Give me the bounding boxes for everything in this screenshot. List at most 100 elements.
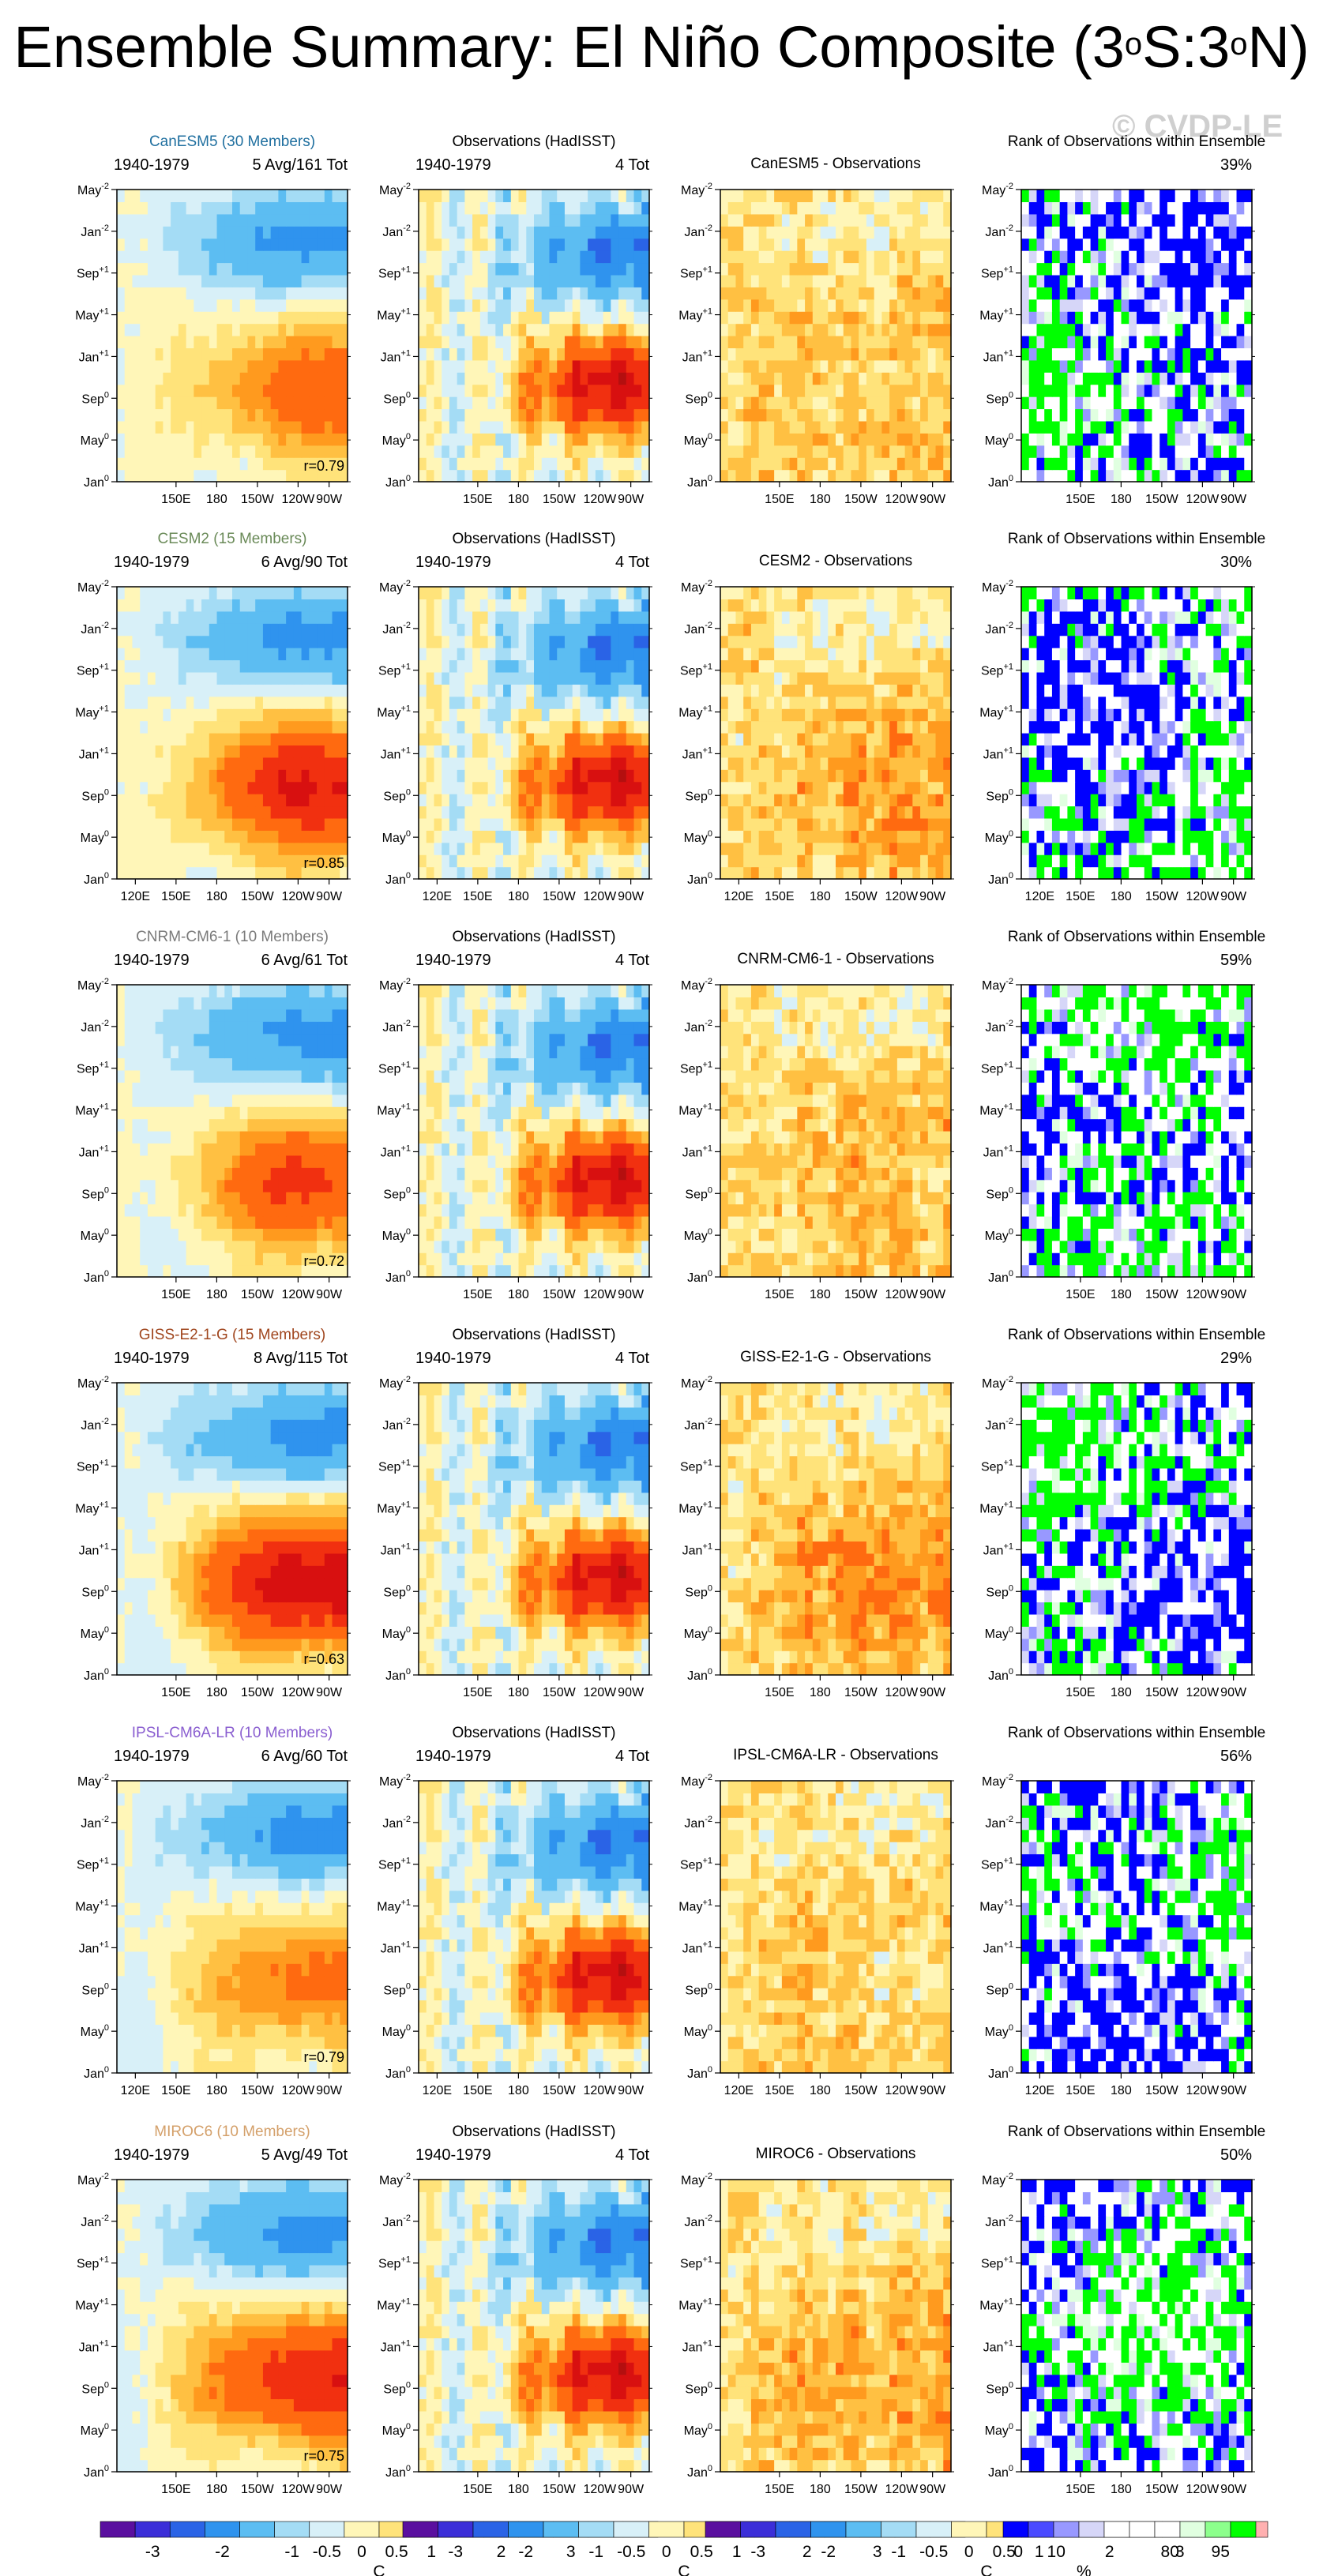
field-cell [843, 396, 852, 410]
field-cell [618, 384, 627, 397]
field-cell [487, 794, 496, 807]
field-cell [866, 842, 875, 855]
field-cell [641, 599, 650, 612]
field-cell [117, 830, 126, 843]
period-label: 1940-1979 [415, 554, 491, 571]
field-cell [633, 274, 642, 287]
field-cell [1152, 469, 1160, 483]
field-cell [457, 336, 465, 349]
field-cell [866, 420, 875, 434]
field-cell [479, 336, 489, 349]
field-cell [503, 250, 512, 264]
field-cell [727, 420, 737, 434]
field-cell [286, 190, 295, 203]
field-cell [472, 769, 481, 783]
field-cell [186, 299, 194, 312]
field-cell [309, 384, 318, 397]
field-cell [419, 262, 427, 276]
field-cell [618, 671, 627, 685]
field-cell [457, 671, 465, 685]
field-cell [317, 262, 325, 276]
field-cell [449, 287, 458, 300]
field-cell [434, 250, 442, 264]
field-cell [209, 372, 218, 385]
field-cell [595, 842, 604, 855]
field-cell [774, 323, 783, 336]
field-cell [557, 226, 566, 239]
y-tick-label: Jan+1 [381, 745, 411, 761]
field-cell [720, 347, 729, 361]
field-cell [132, 708, 141, 722]
field-cell [812, 262, 821, 276]
field-cell [595, 250, 604, 264]
field-cell [920, 781, 929, 794]
field-cell [843, 250, 852, 264]
field-cell [603, 384, 611, 397]
field-cell [479, 684, 489, 697]
field-cell [239, 733, 249, 746]
field-cell [232, 213, 241, 227]
field-cell [209, 213, 218, 227]
field-cell [735, 708, 744, 722]
field-cell [332, 190, 340, 203]
field-cell [255, 610, 264, 624]
field-cell [419, 238, 427, 251]
field-cell [1137, 384, 1145, 397]
field-cell [641, 587, 650, 600]
field-cell [1051, 408, 1061, 422]
field-cell [262, 299, 272, 312]
field-cell [472, 396, 481, 410]
field-cell [1121, 396, 1129, 410]
field-cell [836, 311, 844, 325]
field-cell [262, 372, 272, 385]
field-cell [526, 323, 535, 336]
field-cell [641, 708, 650, 722]
field-cell [943, 347, 952, 361]
field-cell [449, 359, 458, 373]
field-cell [1059, 445, 1068, 458]
field-cell [1228, 384, 1238, 397]
field-cell [789, 433, 798, 446]
field-cell [340, 299, 348, 312]
field-cell [889, 745, 898, 758]
field-cell [843, 708, 852, 722]
field-cell [557, 769, 566, 783]
field-cell [464, 201, 473, 215]
field-cell [588, 213, 596, 227]
field-cell [851, 323, 859, 336]
field-cell [155, 201, 163, 215]
field-cell [836, 769, 844, 783]
field-cell [797, 720, 806, 734]
field-cell [472, 733, 481, 746]
field-cell [935, 372, 944, 385]
field-cell [572, 372, 581, 385]
field-cell [789, 720, 798, 734]
field-cell [155, 659, 163, 673]
field-cell [641, 684, 650, 697]
field-cell [262, 396, 272, 410]
field-cell [603, 190, 611, 203]
field-cell [317, 274, 325, 287]
field-cell [301, 733, 310, 746]
field-cell [209, 659, 218, 673]
field-cell [874, 299, 882, 312]
field-cell [186, 757, 194, 770]
field-cell [626, 757, 635, 770]
field-cell [927, 190, 937, 203]
field-cell [750, 250, 760, 264]
field-cell [812, 201, 821, 215]
field-cell [927, 299, 937, 312]
field-cell [1044, 433, 1053, 446]
field-cell [332, 311, 340, 325]
field-cell [442, 610, 450, 624]
field-cell [309, 745, 318, 758]
field-cell [1044, 190, 1053, 203]
field-cell [618, 336, 627, 349]
field-cell [419, 311, 427, 325]
field-cell [927, 854, 937, 868]
field-cell [324, 830, 333, 843]
field-cell [797, 708, 806, 722]
field-cell [580, 396, 588, 410]
field-cell [1113, 457, 1122, 471]
field-cell [503, 190, 512, 203]
